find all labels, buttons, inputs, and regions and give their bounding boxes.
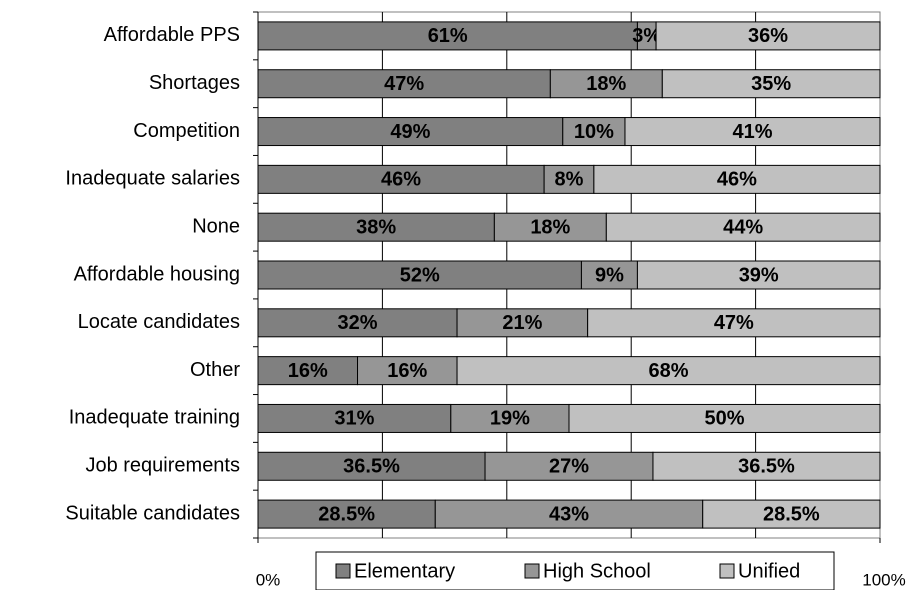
bar-segment (605, 212, 881, 242)
value-label: 21% (502, 312, 542, 334)
value-label: 10% (574, 121, 614, 143)
bar-segment (257, 356, 359, 386)
category-label: Inadequate salaries (65, 168, 240, 190)
value-label: 28.5% (318, 503, 375, 525)
bar-segment (456, 356, 881, 386)
bar-segment (257, 403, 452, 433)
legend-label: Elementary (354, 560, 455, 582)
value-label: 18% (530, 216, 570, 238)
value-label: 41% (732, 121, 772, 143)
x-tick-label: 0% (256, 570, 281, 589)
legend-swatch (335, 563, 351, 579)
bar-segment (543, 164, 595, 194)
value-label: 36.5% (343, 456, 400, 478)
bar-segment (549, 69, 663, 99)
value-label: 46% (381, 169, 421, 191)
bar-segment (624, 117, 881, 147)
category-label: Other (190, 359, 240, 381)
category-label: Shortages (149, 72, 240, 94)
bar-segment (257, 260, 582, 290)
value-label: 9% (595, 264, 624, 286)
value-label: 32% (338, 312, 378, 334)
category-label: None (192, 215, 240, 237)
value-label: 44% (723, 216, 763, 238)
bar-segment (257, 451, 486, 481)
value-label: 47% (714, 312, 754, 334)
value-label: 47% (384, 73, 424, 95)
bar-segment (593, 164, 881, 194)
value-label: 43% (549, 503, 589, 525)
legend-box (315, 551, 835, 590)
bar-segment (257, 499, 436, 529)
value-label: 38% (356, 216, 396, 238)
category-label: Suitable candidates (65, 502, 240, 524)
category-label: Competition (133, 120, 240, 142)
value-label: 36% (748, 25, 788, 47)
bar-segment (257, 308, 458, 338)
value-label: 28.5% (763, 503, 820, 525)
value-label: 52% (400, 264, 440, 286)
value-label: 16% (387, 360, 427, 382)
value-label: 27% (549, 456, 589, 478)
bar-segment (580, 260, 638, 290)
legend-swatch (524, 563, 540, 579)
bar-segment (587, 308, 881, 338)
bar-segment (652, 451, 881, 481)
value-label: 36.5% (738, 456, 795, 478)
value-label: 8% (555, 169, 584, 191)
category-label: Inadequate training (69, 407, 240, 429)
value-label: 68% (649, 360, 689, 382)
bar-segment (568, 403, 881, 433)
bar-segment (636, 260, 881, 290)
bar-segment (257, 117, 564, 147)
legend-swatch (719, 563, 735, 579)
value-label: 3% (632, 25, 661, 47)
bar-segment (257, 69, 551, 99)
value-label: 19% (490, 408, 530, 430)
legend-label: High School (543, 560, 651, 582)
bar-segment (655, 21, 881, 51)
category-label: Affordable PPS (104, 24, 240, 46)
bar-segment (450, 403, 570, 433)
category-label: Job requirements (85, 455, 240, 477)
bar-segment (257, 21, 638, 51)
value-label: 46% (717, 169, 757, 191)
category-label: Affordable housing (74, 263, 240, 285)
value-label: 18% (586, 73, 626, 95)
value-label: 16% (288, 360, 328, 382)
value-label: 49% (390, 121, 430, 143)
x-tick-label: 100% (862, 570, 905, 589)
value-label: 35% (751, 73, 791, 95)
bar-segment (702, 499, 881, 529)
category-label: Locate candidates (78, 311, 240, 333)
value-label: 39% (739, 264, 779, 286)
bar-segment (257, 212, 495, 242)
value-label: 50% (704, 408, 744, 430)
value-label: 61% (428, 25, 468, 47)
value-label: 31% (334, 408, 374, 430)
bar-segment (661, 69, 881, 99)
bar-segment (257, 164, 545, 194)
legend-label: Unified (738, 560, 800, 582)
